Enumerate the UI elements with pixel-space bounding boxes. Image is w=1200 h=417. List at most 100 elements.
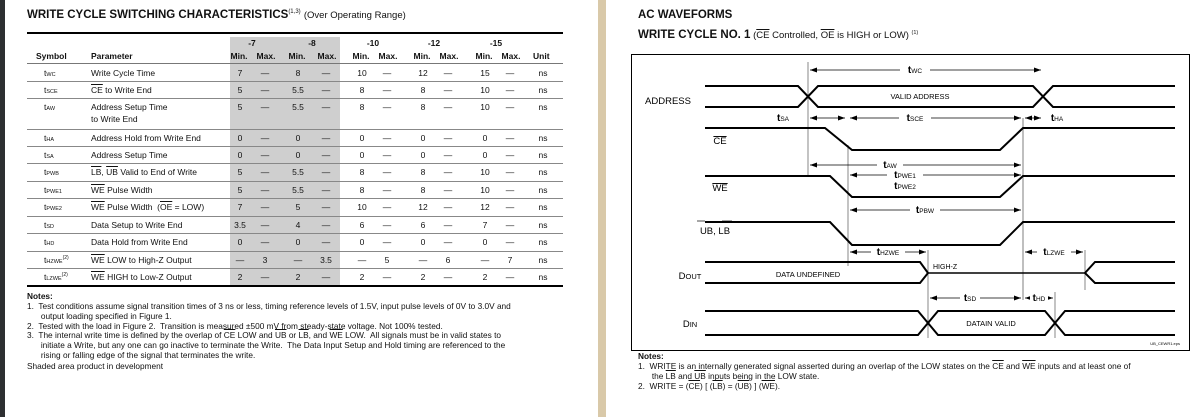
- tsa-label: tSA: [777, 113, 790, 124]
- label-background: [910, 204, 940, 216]
- row-separator: [27, 198, 563, 199]
- overlined-signal: WE: [91, 202, 105, 212]
- max-value: —: [382, 220, 392, 230]
- max-value: 3.5: [320, 255, 332, 265]
- min-value: 0: [359, 133, 365, 143]
- viewer-left-border: [0, 0, 5, 417]
- max-header: Max.: [317, 51, 337, 61]
- min-value: 0: [359, 150, 365, 160]
- min-value: 12: [480, 202, 490, 212]
- tpbw-label: tPBW: [916, 205, 935, 216]
- symbol-t: t: [44, 237, 47, 247]
- text-segment: LOW. All signals must be in valid states…: [342, 330, 501, 341]
- ce-waveform: [705, 127, 1175, 151]
- max-value: 6: [445, 255, 451, 265]
- max-value: —: [443, 272, 453, 282]
- text-segment: or: [286, 330, 299, 341]
- symbol-t: t: [44, 150, 47, 160]
- max-value: —: [260, 150, 270, 160]
- max-value: —: [505, 150, 515, 160]
- min-value: 8: [359, 102, 365, 112]
- symbol-cell: tSA: [44, 150, 54, 160]
- min-value: 10: [480, 85, 490, 95]
- arrowhead-right: [1014, 162, 1021, 168]
- max-value: —: [505, 202, 515, 212]
- max-header: Max.: [378, 51, 398, 61]
- arrowhead-right: [1014, 295, 1021, 301]
- note-line: 1. WRITE is an internally generated sign…: [638, 361, 1131, 372]
- symbol-t: t: [44, 167, 47, 177]
- text-segment: and: [675, 371, 695, 381]
- note-line: Shaded area product in development: [27, 361, 163, 372]
- text-segment: 2. Tested with the load in Figure 2. Tra…: [27, 320, 443, 331]
- symbol-t: t: [44, 102, 47, 112]
- parameter-cell: Data Hold from Write End: [91, 237, 188, 247]
- min-header: Min.: [230, 51, 248, 61]
- diagram-frame: [631, 54, 1190, 351]
- min-value: 0: [295, 150, 301, 160]
- arrowhead-left: [850, 115, 857, 121]
- symbol-cell: tWC: [44, 68, 56, 78]
- max-value: —: [505, 237, 515, 247]
- symbol-cell: tLZWE(2): [44, 272, 68, 282]
- min-value: 12: [418, 68, 428, 78]
- note-line: 2. Tested with the load in Figure 2. Tra…: [27, 320, 443, 332]
- text-segment: and: [1003, 361, 1023, 371]
- overlined-signal: LB: [712, 381, 723, 391]
- arrowhead-left: [850, 249, 857, 255]
- min-value: 10: [480, 167, 490, 177]
- min-value: 8: [359, 167, 365, 177]
- timing-subscript: HZWE: [880, 250, 900, 257]
- overlined-signal: WE: [1022, 361, 1036, 371]
- max-value: —: [382, 150, 392, 160]
- dout-letter: D: [679, 271, 686, 282]
- unit-header: Unit: [533, 51, 550, 61]
- timing-subscript: PBW: [919, 208, 935, 215]
- max-value: 3: [262, 255, 268, 265]
- max-value: —: [260, 167, 270, 177]
- data-undefined-label: DATA UNDEFINED: [776, 270, 841, 279]
- overlined-signal: UB: [694, 371, 706, 381]
- min-value: 0: [482, 150, 488, 160]
- min-value: —: [480, 255, 490, 265]
- arrowhead-right: [1014, 115, 1021, 121]
- min-value: —: [293, 255, 303, 265]
- text-segment: output loading specified in Figure 1.: [27, 310, 172, 321]
- symbol-t: t: [44, 272, 47, 282]
- text-segment: Data Hold from Write End: [91, 237, 188, 247]
- symbol-note-ref: (2): [62, 255, 69, 262]
- speed-grade-header: -10: [366, 38, 380, 48]
- text-segment: Valid to End of Write: [117, 167, 198, 177]
- symbol-cell: tAW: [44, 102, 55, 112]
- overlined-signal: CE: [91, 85, 103, 95]
- text-segment: Pulse Width: [104, 185, 153, 195]
- max-value: —: [505, 85, 515, 95]
- text-segment: Address Setup Time: [91, 150, 168, 160]
- max-value: —: [382, 237, 392, 247]
- we-signal-label: WE: [712, 183, 727, 194]
- max-value: 7: [507, 255, 513, 265]
- arrowhead-left: [810, 115, 817, 121]
- max-header: Max.: [439, 51, 459, 61]
- timing-subscript: SCE: [910, 116, 924, 123]
- text-segment: , and: [308, 330, 330, 341]
- max-value: —: [382, 185, 392, 195]
- min-value: 0: [420, 133, 426, 143]
- min-value: 8: [420, 85, 426, 95]
- unit-cell: ns: [538, 202, 548, 212]
- max-value: —: [505, 272, 515, 282]
- parameter-cell: WE HIGH to Low-Z Output: [91, 272, 192, 282]
- row-separator: [27, 268, 563, 269]
- header-rule: [27, 63, 563, 64]
- min-value: 5: [237, 85, 243, 95]
- max-value: —: [321, 202, 331, 212]
- overlined-signal: CE: [756, 30, 770, 41]
- tha-label: tHA: [1051, 113, 1064, 124]
- text-segment: 1. WRITE is an internally generated sign…: [638, 361, 993, 371]
- ublb-signal-label: UB, LB: [700, 226, 730, 237]
- timing-subscript: WC: [911, 68, 922, 75]
- overlined-signal: OE: [159, 202, 173, 212]
- arrowhead-left: [930, 295, 937, 301]
- unit-cell: ns: [538, 255, 548, 265]
- symbol-t: t: [44, 255, 47, 265]
